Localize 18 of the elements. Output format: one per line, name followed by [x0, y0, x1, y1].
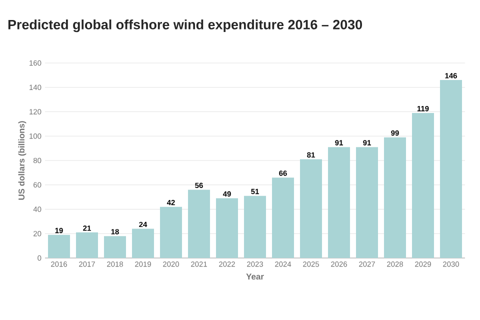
bar	[104, 236, 126, 258]
x-axis-title: Year	[246, 274, 264, 280]
bar	[300, 159, 322, 258]
bar	[412, 112, 434, 258]
bar	[160, 206, 182, 258]
y-axis-title: US dollars (billions)	[18, 121, 26, 200]
chart-title: Predicted global offshore wind expenditure 2016 – 2030	[8, 20, 362, 32]
bar	[132, 228, 154, 258]
bar	[188, 190, 210, 258]
bar	[76, 232, 98, 258]
bar	[356, 147, 378, 258]
bar	[440, 80, 462, 258]
bar	[216, 198, 238, 258]
bar	[384, 137, 406, 258]
bar	[244, 196, 266, 258]
bar	[272, 178, 294, 258]
bar	[328, 147, 350, 258]
bar	[48, 234, 70, 258]
